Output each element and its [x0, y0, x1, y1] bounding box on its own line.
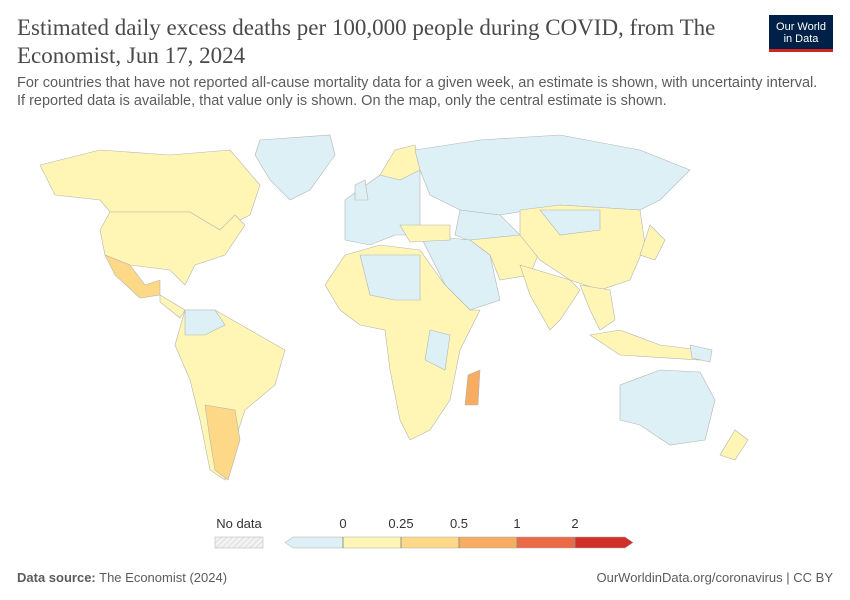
legend-bin [516, 536, 576, 549]
argentina[interactable] [204, 404, 241, 481]
turkey[interactable] [399, 224, 451, 243]
new-zealand[interactable] [719, 429, 749, 461]
madagascar[interactable] [464, 369, 481, 406]
legend-bin [458, 536, 518, 549]
subtitle: For countries that have not reported all… [17, 75, 818, 109]
legend-bin [400, 536, 460, 549]
united-kingdom[interactable] [354, 179, 369, 201]
central-america[interactable] [159, 294, 186, 319]
india[interactable] [519, 264, 581, 331]
greenland[interactable] [254, 134, 336, 201]
logo-text: in Data [783, 33, 819, 45]
title: Estimated daily excess deaths per 100,00… [17, 15, 716, 68]
source-label: Data source: [17, 570, 96, 585]
japan[interactable] [639, 224, 666, 261]
australia[interactable] [619, 369, 716, 446]
mongolia[interactable] [539, 209, 601, 236]
north-africa[interactable] [359, 254, 421, 301]
world-map [39, 134, 749, 481]
southeast-asia[interactable] [579, 284, 616, 331]
colombia[interactable] [184, 309, 226, 336]
legend-bin [342, 536, 402, 549]
source: The Economist (2024) [99, 570, 228, 585]
legend-bin [574, 536, 634, 549]
logo[interactable]: Our World in Data [769, 15, 833, 52]
footer-source: Data source: The Economist (2024) [17, 570, 227, 585]
no-data-label: No data [216, 516, 262, 531]
legend-tick-label: 0.5 [450, 516, 468, 531]
china[interactable] [519, 204, 646, 291]
legend-tick-label: 1 [513, 516, 520, 531]
indonesia[interactable] [589, 329, 701, 361]
africa[interactable] [324, 244, 481, 441]
legend-bin [284, 536, 344, 549]
legend-tick-label: 0 [339, 516, 346, 531]
legend-tick-label: 2 [571, 516, 578, 531]
russia[interactable] [414, 134, 691, 216]
no-data-swatch[interactable] [214, 536, 264, 549]
legend-tick-label: 0.25 [388, 516, 413, 531]
congo[interactable] [424, 329, 451, 371]
logo-text: Our World [776, 21, 826, 33]
legend: No data 0 0.25 0.5 1 2 [214, 516, 634, 549]
footer-link[interactable]: OurWorldinData.org/coronavirus | CC BY [596, 570, 833, 585]
mexico[interactable] [104, 254, 161, 299]
papua-new-guinea[interactable] [689, 344, 713, 363]
